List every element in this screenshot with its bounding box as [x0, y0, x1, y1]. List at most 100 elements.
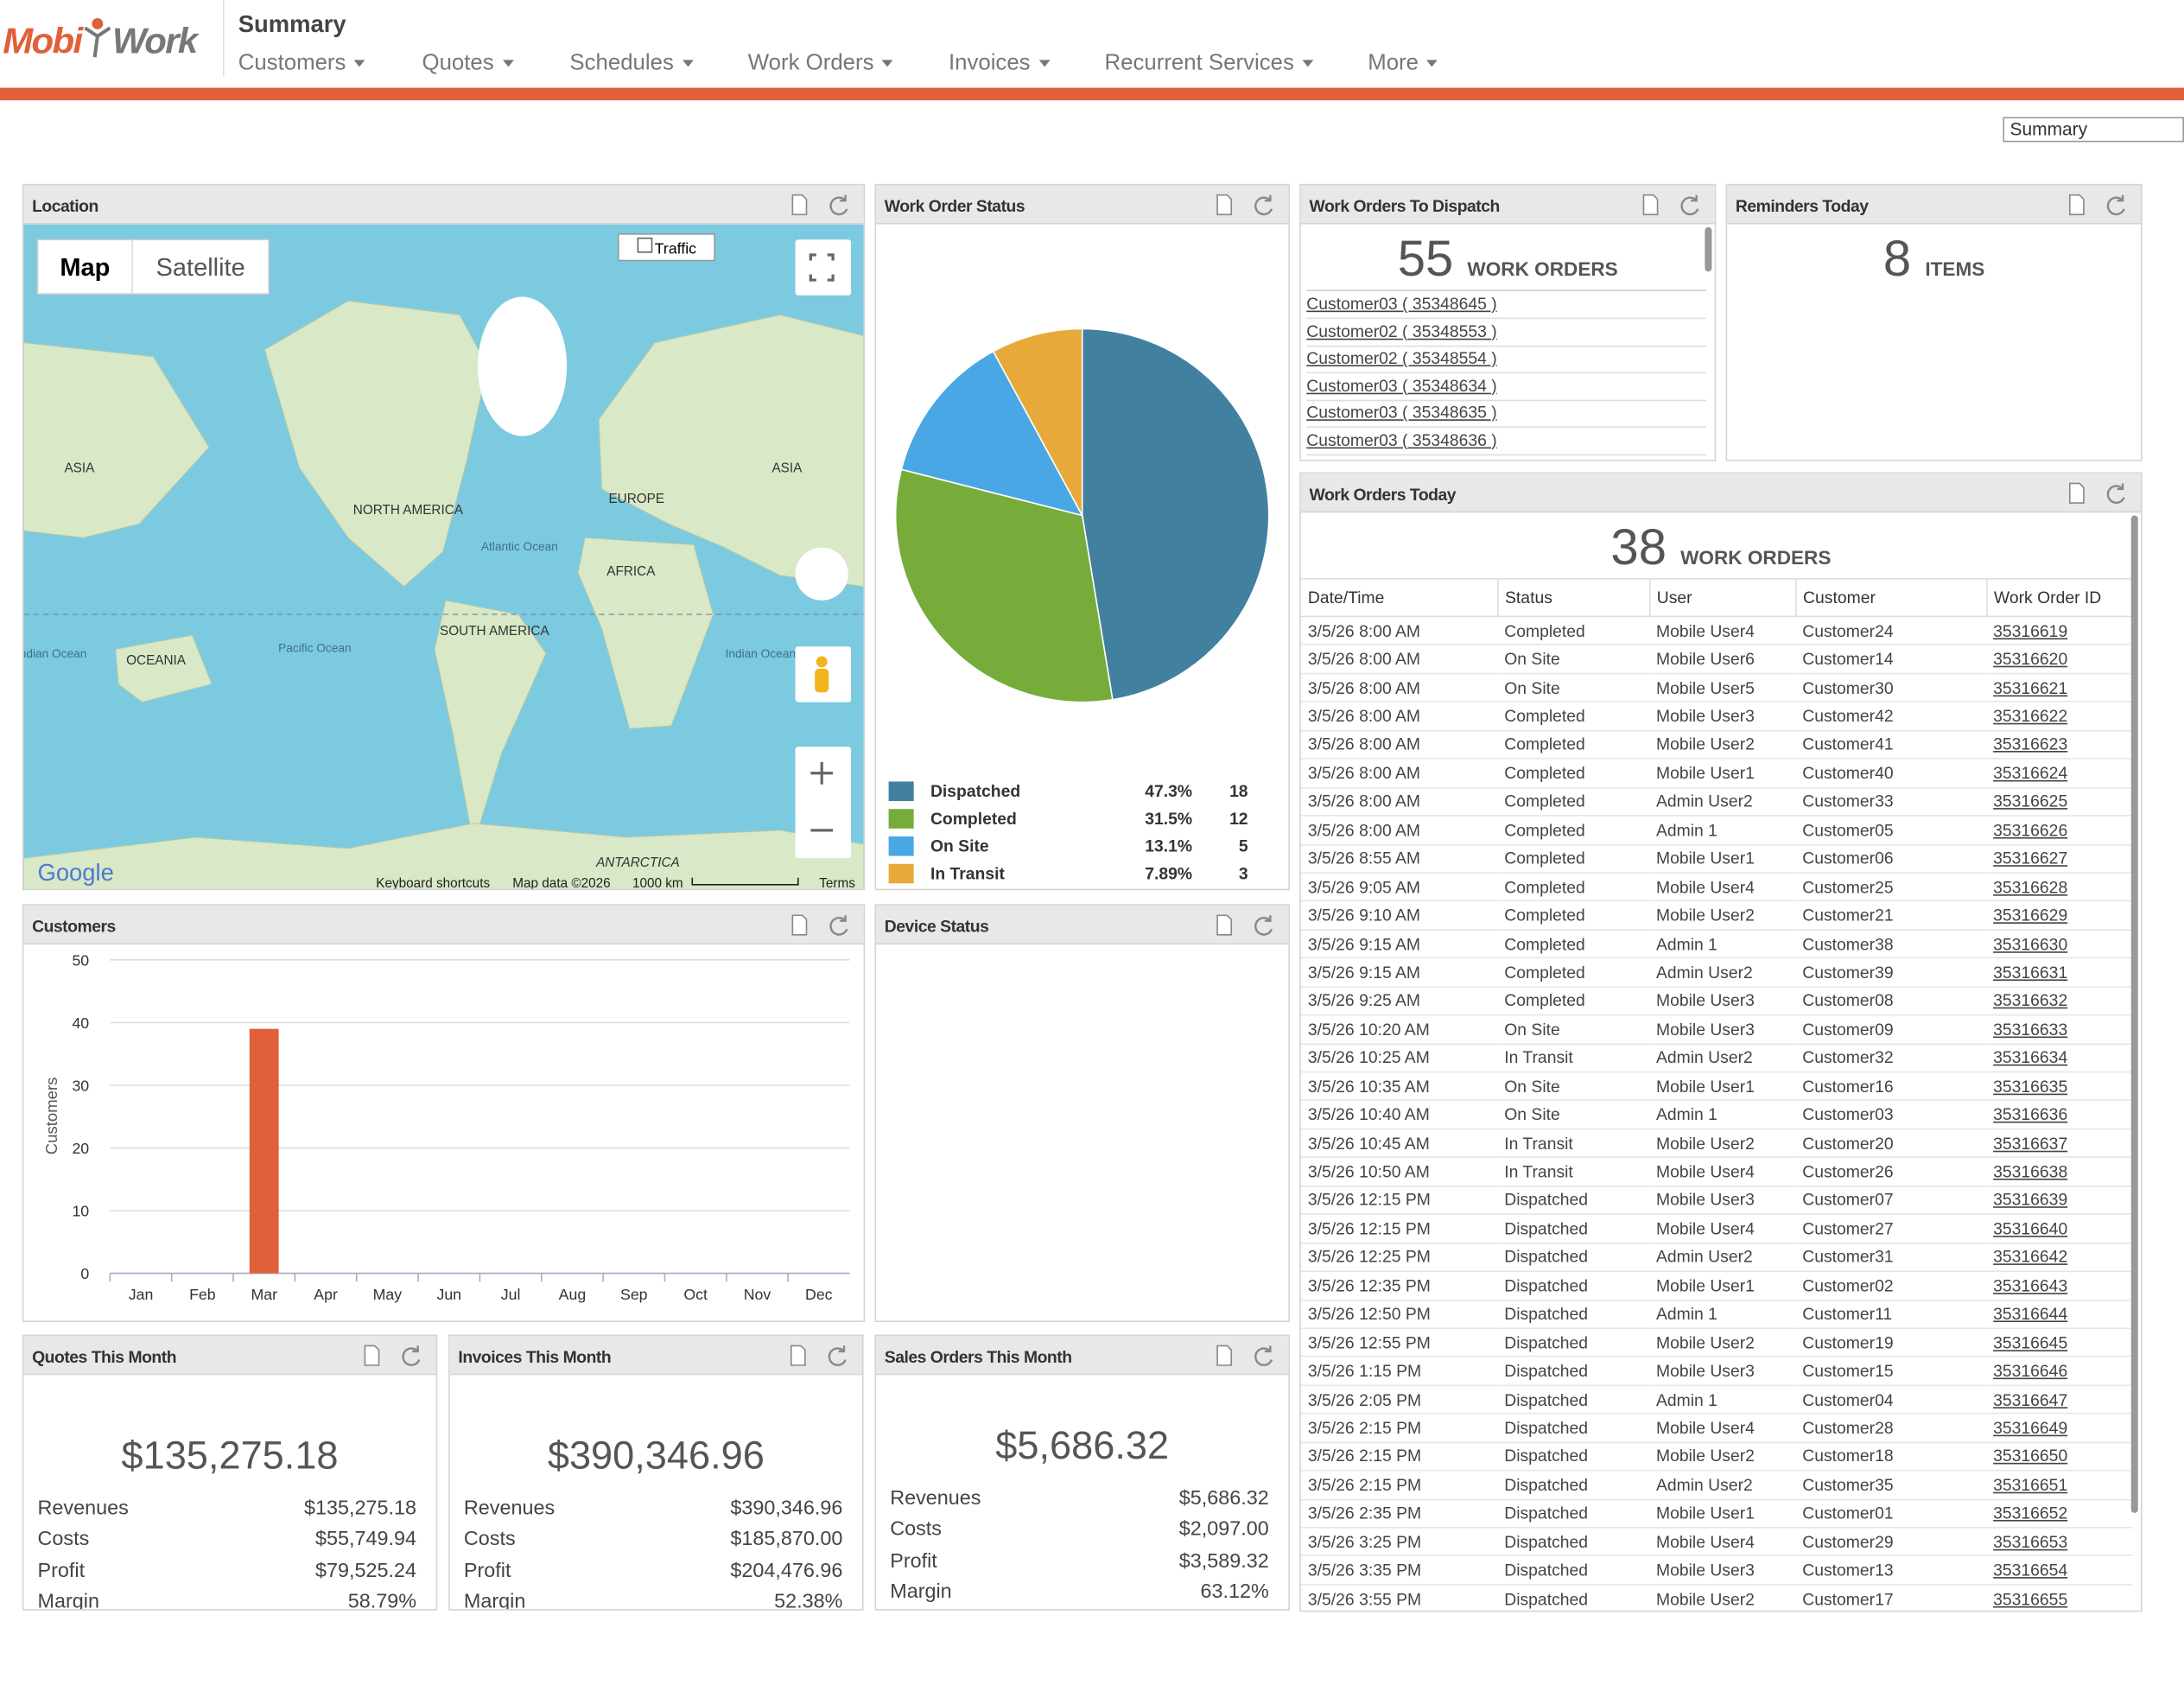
work-order-link[interactable]: 35316634: [1986, 1043, 2133, 1073]
table-cell: Completed: [1497, 900, 1649, 931]
export-icon[interactable]: [791, 914, 808, 936]
dispatch-link[interactable]: Customer02 ( 35348553 ): [1306, 318, 1707, 347]
nav-item[interactable]: Quotes: [422, 52, 514, 77]
nav-item[interactable]: Invoices: [949, 52, 1050, 77]
table-cell: Dispatched: [1497, 1385, 1649, 1415]
refresh-icon[interactable]: [829, 194, 848, 216]
export-icon[interactable]: [2068, 482, 2085, 504]
work-order-link[interactable]: 35316619: [1986, 616, 2133, 646]
table-head: Date/Time Status User Customer Work Order ID: [1300, 578, 2134, 618]
export-icon[interactable]: [1216, 914, 1233, 936]
work-order-link[interactable]: 35316640: [1986, 1214, 2133, 1244]
nav-item[interactable]: More: [1368, 52, 1438, 77]
table-cell: Dispatched: [1497, 1414, 1649, 1443]
panel-header: Work Orders To Dispatch: [1300, 185, 1715, 225]
work-order-link[interactable]: 35316647: [1986, 1385, 2133, 1415]
dispatch-link[interactable]: Customer03 ( 35348645 ): [1306, 291, 1707, 320]
work-order-link[interactable]: 35316639: [1986, 1186, 2133, 1216]
column-header[interactable]: Status: [1497, 578, 1650, 618]
work-order-link[interactable]: 35316655: [1986, 1584, 2133, 1611]
work-order-link[interactable]: 35316635: [1986, 1071, 2133, 1102]
dispatch-link[interactable]: Customer03 ( 35348636 ): [1306, 427, 1707, 455]
work-order-link[interactable]: 35316652: [1986, 1498, 2133, 1529]
logo[interactable]: Mobi Work: [3, 16, 198, 62]
nav-item[interactable]: Schedules: [569, 52, 693, 77]
divider: [1306, 289, 1707, 291]
map-footer: Terms: [819, 876, 855, 889]
column-header[interactable]: User: [1648, 578, 1796, 618]
refresh-icon[interactable]: [828, 1345, 847, 1366]
refresh-icon[interactable]: [1680, 194, 1699, 216]
work-order-link[interactable]: 35316654: [1986, 1555, 2133, 1586]
work-order-link[interactable]: 35316638: [1986, 1157, 2133, 1187]
work-order-link[interactable]: 35316636: [1986, 1100, 2133, 1130]
work-order-link[interactable]: 35316620: [1986, 645, 2133, 675]
work-order-link[interactable]: 35316650: [1986, 1441, 2133, 1472]
column-header[interactable]: Date/Time: [1300, 578, 1498, 618]
land: [23, 823, 864, 889]
work-order-link[interactable]: 35316626: [1986, 816, 2133, 845]
panel-icons: [2068, 482, 2125, 504]
column-header[interactable]: Work Order ID: [1986, 578, 2134, 618]
export-icon[interactable]: [1216, 194, 1233, 216]
export-icon[interactable]: [790, 1345, 806, 1366]
nav-item[interactable]: Customers: [238, 52, 365, 77]
work-order-link[interactable]: 35316622: [1986, 702, 2133, 732]
work-order-link[interactable]: 35316629: [1986, 900, 2133, 931]
map-control[interactable]: [795, 239, 852, 296]
work-order-link[interactable]: 35316644: [1986, 1300, 2133, 1329]
work-order-link[interactable]: 35316649: [1986, 1414, 2133, 1443]
work-order-link[interactable]: 35316625: [1986, 787, 2133, 817]
dispatch-link[interactable]: Customer02 ( 35348554 ): [1306, 346, 1707, 374]
table-cell: Admin User2: [1648, 1243, 1796, 1273]
export-icon[interactable]: [364, 1345, 380, 1366]
export-icon[interactable]: [1216, 1345, 1233, 1366]
map-control[interactable]: [795, 747, 852, 859]
money-row: Revenues $5,686.32: [890, 1488, 1269, 1510]
nav-item[interactable]: Recurrent Services: [1105, 52, 1314, 77]
work-order-link[interactable]: 35316645: [1986, 1328, 2133, 1357]
work-order-link[interactable]: 35316621: [1986, 673, 2133, 703]
work-order-link[interactable]: 35316653: [1986, 1527, 2133, 1557]
work-order-link[interactable]: 35316630: [1986, 929, 2133, 959]
work-order-link[interactable]: 35316637: [1986, 1129, 2133, 1159]
refresh-icon[interactable]: [1254, 1345, 1273, 1366]
work-order-link[interactable]: 35316646: [1986, 1357, 2133, 1386]
traffic-checkbox[interactable]: [637, 237, 653, 253]
column-header[interactable]: Customer: [1795, 578, 1987, 618]
export-icon[interactable]: [1642, 194, 1659, 216]
refresh-icon[interactable]: [2106, 194, 2125, 216]
dispatch-link[interactable]: Customer03 ( 35348634 ): [1306, 372, 1707, 401]
work-order-link[interactable]: 35316628: [1986, 872, 2133, 902]
work-order-link[interactable]: 35316651: [1986, 1470, 2133, 1500]
map-tab[interactable]: Satellite: [156, 254, 245, 282]
export-icon[interactable]: [791, 194, 808, 216]
refresh-icon[interactable]: [2106, 483, 2125, 504]
work-order-link[interactable]: 35316624: [1986, 759, 2133, 788]
table-cell: Customer18: [1795, 1441, 1987, 1472]
dispatch-link[interactable]: Customer03 ( 35348635 ): [1306, 400, 1707, 428]
refresh-icon[interactable]: [1254, 194, 1273, 216]
refresh-icon[interactable]: [1254, 915, 1273, 936]
work-order-link[interactable]: 35316642: [1986, 1243, 2133, 1273]
work-order-link[interactable]: 35316633: [1986, 1014, 2133, 1045]
work-order-link[interactable]: 35316643: [1986, 1271, 2133, 1301]
map[interactable]: ASIA NORTH AMERICA EUROPE ASIA Atlantic Ocea…: [23, 224, 864, 889]
pie-slice: [992, 327, 1083, 516]
money-row: Profit $79,525.24: [38, 1560, 417, 1582]
work-order-link[interactable]: 35316632: [1986, 986, 2133, 1016]
panel-header: Work Orders Today: [1300, 474, 2142, 513]
refresh-icon[interactable]: [402, 1345, 421, 1366]
export-icon[interactable]: [2068, 194, 2085, 216]
table-cell: 3/5/26 8:00 AM: [1300, 702, 1498, 732]
work-order-link[interactable]: 35316627: [1986, 844, 2133, 874]
nav-item[interactable]: Work Orders: [748, 52, 893, 77]
money-total: $390,346.96: [547, 1434, 765, 1477]
table-cell: Admin User2: [1648, 787, 1796, 817]
map-tab[interactable]: Map: [60, 254, 110, 282]
refresh-icon[interactable]: [829, 915, 848, 936]
view-select[interactable]: Summary: [2003, 117, 2184, 143]
pan-control[interactable]: [795, 547, 848, 601]
work-order-link[interactable]: 35316631: [1986, 957, 2133, 988]
work-order-link[interactable]: 35316623: [1986, 730, 2133, 760]
